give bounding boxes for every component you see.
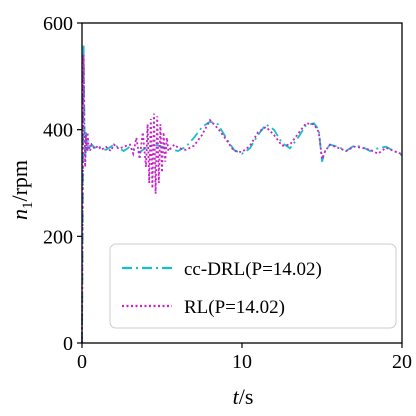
y-axis-title: n1/rpm	[7, 160, 36, 220]
legend-label-rl: RL(P=14.02)	[184, 297, 285, 318]
y-tick-label: 600	[43, 13, 73, 35]
y-tick-label: 0	[63, 333, 73, 355]
x-tick-label: 20	[392, 351, 412, 373]
legend-box	[109, 243, 397, 329]
series-line-rl	[81, 54, 403, 344]
x-tick-label: 0	[77, 351, 87, 373]
x-tick-label: 10	[232, 351, 252, 373]
y-tick-label: 400	[43, 120, 73, 142]
y-tick-label: 200	[43, 226, 73, 248]
x-axis-title: t/s	[233, 384, 254, 409]
plot-marks	[81, 44, 403, 344]
legend: cc-DRL(P=14.02) RL(P=14.02)	[109, 243, 397, 329]
legend-label-cc-drl: cc-DRL(P=14.02)	[184, 259, 322, 280]
